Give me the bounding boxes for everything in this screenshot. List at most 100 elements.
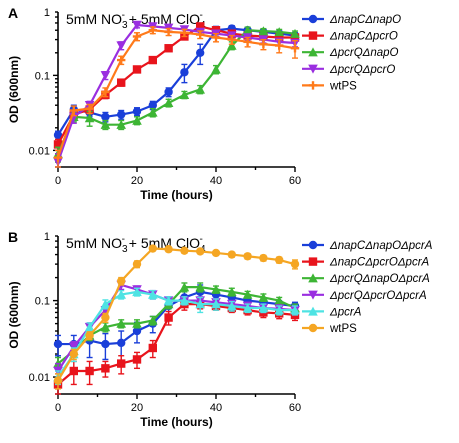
panel-b-legend-item-4-marker bbox=[308, 306, 318, 316]
panel-a-legend-item-3-label: ΔpcrQΔpcrO bbox=[329, 64, 395, 76]
panel-b-series-1 bbox=[53, 298, 300, 395]
panel-b-series-0-line bbox=[58, 290, 296, 346]
panel-b-y-tick-label-0.01: 0.01 bbox=[29, 372, 50, 384]
panel-b-series-1-point-4 bbox=[117, 359, 126, 368]
panel-a-series-3-point-4 bbox=[116, 41, 126, 51]
panel-b-series-2-point-5 bbox=[132, 318, 142, 328]
panel-b-series-2-point-9 bbox=[195, 282, 205, 292]
panel-b-legend-item-0-marker bbox=[308, 240, 318, 250]
panel-a-y-title: OD (600nm) bbox=[7, 56, 21, 123]
panel-a-series-0-point-4 bbox=[117, 110, 126, 119]
panel-b-series-4-point-4 bbox=[116, 289, 126, 299]
panel-a-series-4-point-2 bbox=[85, 104, 94, 113]
panel-a-series-4-point-1 bbox=[69, 106, 78, 115]
panel-b-series-5-line bbox=[57, 247, 296, 382]
panel-b-series-5-point-5 bbox=[132, 259, 142, 269]
panel-b-series-2-point-10 bbox=[211, 284, 221, 294]
panel-b-series-0-point-0 bbox=[53, 339, 63, 349]
panel-b-series-4-point-15 bbox=[290, 305, 300, 315]
panel-b-series-4-point-13 bbox=[258, 303, 269, 313]
panel-b-legend: ΔnapCΔnapOΔpcrA ΔnapCΔpcrOΔpcrA ΔpcrQΔnapO… bbox=[302, 240, 433, 335]
panel-a-series-2-point-2 bbox=[84, 113, 95, 123]
panel-a-label: A bbox=[8, 5, 18, 21]
panel-a-annotation: 5mM NO3- + 5mM ClO4- bbox=[66, 10, 206, 31]
panel-b-y-tick-label-1: 1 bbox=[44, 231, 50, 243]
panel-b-x-tick-label-20: 20 bbox=[131, 402, 143, 414]
panel-a-series-4-point-13 bbox=[259, 40, 268, 49]
panel-a-legend-item-1-marker bbox=[308, 31, 318, 40]
panel-a-annotation-part-3: + 5mM ClO bbox=[125, 11, 200, 27]
panel-b-series-2-point-12 bbox=[242, 289, 253, 299]
panel-b-series-2-point-13 bbox=[258, 292, 269, 302]
panel-b-series-1-line bbox=[57, 302, 296, 386]
panel-a: 0 20 40 60 0.01 0.1 1 Time (hours) OD (600nm) A 5m… bbox=[7, 5, 401, 202]
panel-b-series-2-point-6 bbox=[148, 315, 158, 325]
panel-b-series-1-point-1 bbox=[69, 366, 78, 376]
panel-b-series-5-point-14 bbox=[275, 255, 284, 265]
panel-b-series-5-point-3 bbox=[101, 313, 110, 322]
panel-a-legend: ΔnapCΔnapO ΔnapCΔpcrO ΔpcrQΔnapO ΔpcrQΔpcrO… bbox=[302, 14, 401, 92]
panel-a-series-2 bbox=[53, 25, 300, 163]
panel-b-series-1-point-6 bbox=[148, 343, 157, 353]
panel-b-annotation-part-3: + 5mM ClO bbox=[125, 235, 200, 251]
panel-a-legend-item-4-label: wtPS bbox=[329, 80, 357, 92]
panel-a-series-1-point-4 bbox=[117, 78, 126, 87]
panel-a-series-4-point-5 bbox=[132, 32, 142, 41]
panel-b-series-5-point-6 bbox=[148, 244, 157, 253]
panel-a-series-2-point-12 bbox=[242, 25, 253, 35]
panel-b-legend-item-5-label: wtPS bbox=[329, 323, 357, 335]
panel-b-series-2-point-11 bbox=[227, 287, 237, 297]
panel-b-x-tick-label-40: 40 bbox=[210, 402, 222, 414]
panel-b-series-5-point-1 bbox=[69, 349, 79, 359]
panel-b-series-5-point-13 bbox=[259, 253, 268, 263]
panel-a-series-2-point-6 bbox=[148, 107, 158, 117]
panel-b-series-5-point-11 bbox=[227, 250, 236, 259]
panel-b-series-5-point-2 bbox=[85, 331, 94, 340]
panel-a-series-4-point-0 bbox=[53, 153, 63, 162]
panel-b-legend-item-3-label: ΔpcrQΔpcrOΔpcrA bbox=[329, 290, 427, 302]
panel-b-x-tick-label-60: 60 bbox=[289, 402, 301, 414]
panel-a-series-2-point-3 bbox=[100, 119, 111, 129]
panel-b-series-5-point-12 bbox=[243, 252, 252, 261]
panel-a-series-0-point-8 bbox=[180, 68, 189, 77]
panel-a-series-1-point-7 bbox=[164, 44, 173, 53]
panel-a-x-tick-label-60: 60 bbox=[289, 175, 301, 187]
panel-a-annotation-part-5: - bbox=[200, 10, 203, 21]
panel-a-series-2-point-14 bbox=[274, 27, 284, 37]
panel-b-series-1-point-3 bbox=[101, 364, 110, 373]
panel-a-series-4-point-3 bbox=[101, 87, 110, 97]
panel-a-series-2-point-15 bbox=[290, 28, 300, 38]
panel-a-series-3-point-5 bbox=[132, 20, 142, 30]
panel-b-annotation-part-0: 5mM NO bbox=[66, 235, 122, 251]
panel-a-series-2-point-11 bbox=[227, 40, 237, 50]
panel-b-series-4-point-9 bbox=[195, 299, 205, 309]
panel-a-series-0-point-9 bbox=[196, 48, 205, 57]
panel-a-x-tick-label-40: 40 bbox=[210, 175, 222, 187]
panel-b-legend-item-0-label: ΔnapCΔnapOΔpcrA bbox=[329, 240, 433, 252]
panel-b-legend-item-2-marker bbox=[308, 273, 318, 283]
panel-b-y-title: OD (600nm) bbox=[7, 281, 21, 348]
panel-b-series-5-point-7 bbox=[164, 245, 173, 254]
panel-b-x-title: Time (hours) bbox=[140, 415, 212, 429]
panel-b-legend-item-5-marker bbox=[308, 323, 318, 333]
panel-a-legend-item-2-marker bbox=[308, 47, 318, 57]
panel-b-series-5-point-15 bbox=[290, 259, 300, 269]
panel-a-series-1-line bbox=[57, 25, 295, 145]
panel-a-annotation-part-0: 5mM NO bbox=[66, 11, 122, 27]
panel-b-series-4-point-2 bbox=[84, 322, 95, 332]
panel-b-legend-item-2-label: ΔpcrQΔnapOΔpcrA bbox=[329, 273, 430, 285]
panel-a-series-1-point-0 bbox=[53, 140, 63, 149]
panel-b-series-2-point-3 bbox=[100, 322, 111, 332]
panel-a-series-3-point-3 bbox=[100, 71, 111, 81]
panel-a-series-0-point-0 bbox=[53, 130, 63, 140]
panel-a-series-0-point-3 bbox=[101, 112, 110, 122]
panel-b-series-1-point-5 bbox=[132, 355, 142, 364]
panel-a-series-4-point-11 bbox=[227, 35, 236, 44]
panel-b-series-4-point-5 bbox=[132, 287, 142, 297]
panel-b-legend-item-1-label: ΔnapCΔpcrOΔpcrA bbox=[329, 257, 430, 269]
panel-a-series-0-point-5 bbox=[132, 107, 142, 116]
panel-a-series-4-point-9 bbox=[196, 30, 205, 39]
panel-b-y-tick-label-0.1: 0.1 bbox=[35, 296, 50, 308]
panel-b-series-0-point-4 bbox=[117, 338, 126, 348]
